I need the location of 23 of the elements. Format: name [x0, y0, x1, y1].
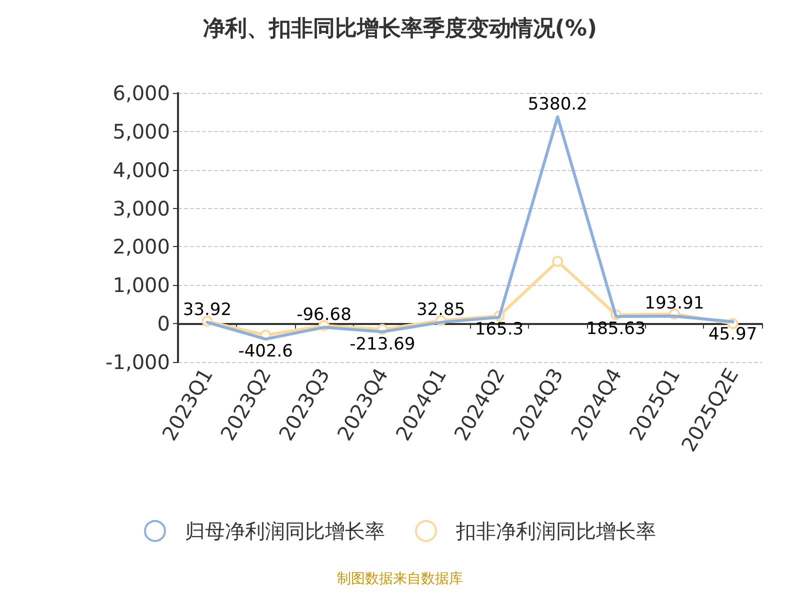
data-label: 193.91: [644, 294, 704, 314]
y-tick-label: -1,000: [106, 350, 170, 374]
y-tick-label: 5,000: [112, 119, 170, 144]
data-label: -213.69: [350, 334, 416, 354]
chart-title: 净利、扣非同比增长率季度变动情况(%): [202, 16, 598, 42]
point: [552, 256, 564, 267]
y-tick-label: 0: [157, 312, 170, 336]
data-label: 33.92: [182, 300, 232, 320]
data-label: -96.68: [296, 304, 352, 325]
y-tick-label: 6,000: [112, 81, 170, 105]
y-tick-label: 1,000: [112, 273, 170, 298]
data-label: 45.97: [708, 324, 758, 344]
data-label: 32.85: [416, 300, 466, 320]
legend-label: 归母净利润同比增长率: [185, 519, 385, 543]
y-tick-label: 2,000: [112, 234, 170, 259]
legend-label: 扣非净利润同比增长率: [455, 519, 656, 543]
data-label: 185.63: [586, 318, 646, 339]
data-label: 5380.2: [528, 94, 588, 114]
y-tick-label: 4,000: [112, 158, 170, 182]
data-label: 165.3: [474, 320, 524, 340]
y-tick-label: 3,000: [112, 196, 170, 220]
text: 制图数据来自数据库: [337, 571, 463, 587]
data-label: -402.6: [238, 342, 294, 362]
